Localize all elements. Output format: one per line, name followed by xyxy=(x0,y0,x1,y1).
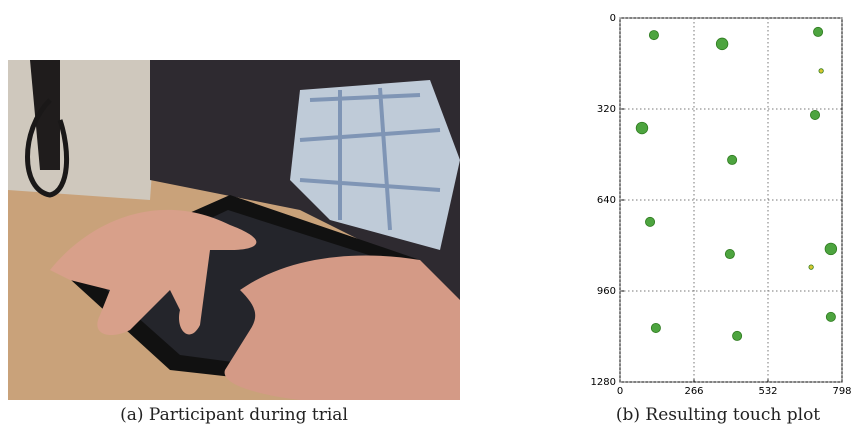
plot-caption: (b) Resulting touch plot xyxy=(616,405,820,425)
y-tick-label: 0 xyxy=(610,13,616,24)
touch-point xyxy=(727,154,738,165)
touch-point xyxy=(648,30,659,41)
touch-point xyxy=(732,330,743,341)
x-tick-label: 798 xyxy=(832,386,851,397)
touch-point xyxy=(825,311,836,322)
y-tick-label: 640 xyxy=(597,195,616,206)
touch-point xyxy=(824,242,838,256)
y-tick-label: 960 xyxy=(597,286,616,297)
participant-photo xyxy=(8,60,460,400)
x-tick-label: 0 xyxy=(617,386,623,397)
touch-point xyxy=(635,121,649,135)
touch-point xyxy=(813,26,824,37)
touch-point xyxy=(645,216,656,227)
touch-point xyxy=(724,249,735,260)
touch-point xyxy=(818,68,824,74)
touch-point xyxy=(808,264,814,270)
y-tick-label: 1280 xyxy=(591,377,616,388)
x-tick-label: 532 xyxy=(758,386,777,397)
photo-caption: (a) Participant during trial xyxy=(120,405,348,425)
touch-point xyxy=(810,109,821,120)
x-tick-label: 266 xyxy=(684,386,703,397)
touch-point xyxy=(650,322,661,333)
y-tick-label: 320 xyxy=(597,104,616,115)
touch-point xyxy=(715,37,729,51)
